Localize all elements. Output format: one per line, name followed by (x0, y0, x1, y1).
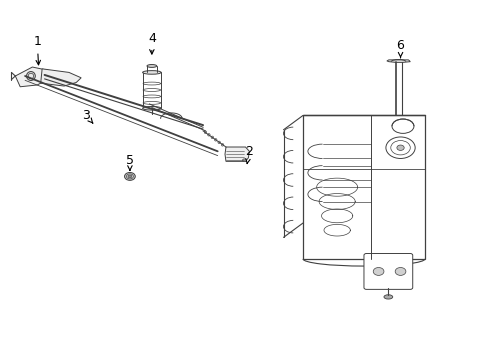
Ellipse shape (396, 145, 404, 150)
Ellipse shape (124, 172, 135, 180)
Text: 4: 4 (147, 32, 156, 54)
Ellipse shape (221, 144, 224, 146)
Text: 2: 2 (245, 145, 253, 164)
Text: 1: 1 (33, 35, 41, 65)
Ellipse shape (383, 295, 392, 299)
Ellipse shape (147, 64, 157, 67)
Text: 6: 6 (396, 39, 404, 58)
Ellipse shape (142, 71, 161, 74)
FancyBboxPatch shape (303, 116, 424, 259)
Ellipse shape (126, 174, 133, 179)
Ellipse shape (242, 159, 246, 162)
Text: 5: 5 (125, 154, 134, 170)
Ellipse shape (28, 73, 34, 79)
Text: 3: 3 (82, 109, 93, 123)
Polygon shape (386, 60, 409, 62)
Bar (142, 72, 161, 108)
Ellipse shape (142, 107, 161, 110)
FancyBboxPatch shape (363, 253, 412, 289)
Ellipse shape (204, 131, 206, 134)
Polygon shape (224, 147, 249, 161)
Ellipse shape (218, 141, 220, 144)
Ellipse shape (207, 134, 210, 136)
Polygon shape (15, 67, 54, 87)
Ellipse shape (128, 175, 132, 178)
Ellipse shape (394, 267, 405, 275)
Ellipse shape (211, 136, 213, 139)
Ellipse shape (214, 139, 217, 141)
Ellipse shape (372, 267, 383, 275)
Polygon shape (41, 69, 81, 86)
Ellipse shape (26, 72, 35, 81)
